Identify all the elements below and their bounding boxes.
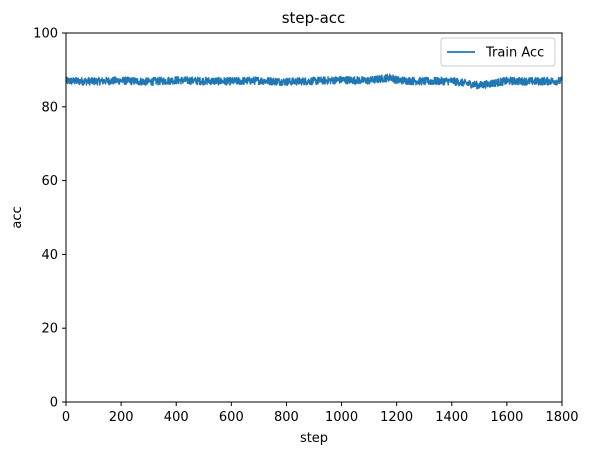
y-tick-label: 80 — [41, 100, 58, 115]
plot-background — [66, 33, 562, 402]
plot-area — [65, 32, 563, 403]
x-tick-label: 1000 — [325, 410, 358, 425]
y-axis-label: acc — [10, 206, 25, 228]
plot-frame — [65, 32, 563, 403]
y-tick-label: 40 — [41, 248, 58, 263]
series-line-train-acc — [65, 73, 563, 90]
y-tick-label: 60 — [41, 174, 58, 189]
y-axis-ticks: 0 20 40 60 80 100 — [33, 27, 66, 411]
y-tick-label: 100 — [33, 27, 58, 42]
x-tick-label: 800 — [274, 410, 299, 425]
y-tick-label: 20 — [41, 322, 58, 337]
y-tick-label: 0 — [50, 396, 58, 411]
x-tick-label: 1600 — [490, 410, 523, 425]
x-tick-label: 400 — [164, 410, 189, 425]
x-tick-label: 1800 — [545, 410, 578, 425]
x-tick-label: 1200 — [380, 410, 413, 425]
legend-label-train-acc: Train Acc — [485, 46, 544, 61]
x-axis-ticks: 0 200 400 600 800 1000 1200 1400 1600 1800 — [62, 402, 579, 425]
legend-box — [440, 37, 556, 67]
legend: Train Acc — [440, 37, 556, 67]
x-tick-label: 200 — [109, 410, 134, 425]
x-tick-label: 600 — [219, 410, 244, 425]
x-tick-label: 0 — [62, 410, 70, 425]
x-axis-label: step — [300, 431, 328, 446]
chart-title: step-acc — [282, 9, 346, 27]
x-tick-label: 1400 — [435, 410, 468, 425]
